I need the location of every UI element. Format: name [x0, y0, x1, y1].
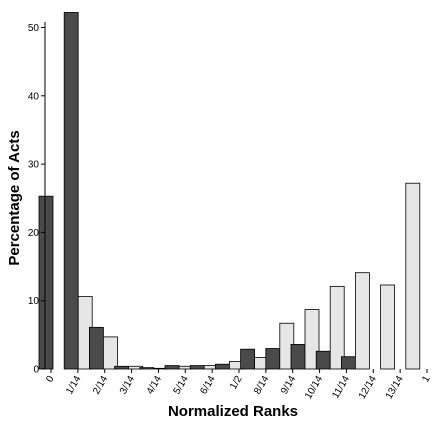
bar-s1-10	[290, 344, 306, 370]
bar-s2-11	[329, 285, 345, 370]
bar-s2-10	[304, 309, 320, 370]
x-tick-label-11: 11/14	[330, 374, 352, 401]
bar-s1-11	[315, 350, 331, 370]
y-tick-label-5: 50	[28, 23, 40, 34]
y-tick-label-2: 20	[28, 228, 40, 239]
bar-s2-2	[103, 336, 118, 370]
bar-s1-5	[164, 365, 180, 370]
bar-s1-7	[214, 363, 230, 370]
x-tick-label-5: 5/14	[172, 374, 191, 397]
bar-s2-13	[380, 284, 396, 370]
bar-s1-1	[63, 12, 79, 370]
x-tick-label-9: 9/14	[279, 374, 298, 397]
y-tick-label-4: 40	[28, 91, 40, 102]
x-tick-label-8: 8/14	[252, 374, 271, 397]
bars-group	[38, 12, 421, 370]
x-tick-label-13: 13/14	[384, 374, 406, 402]
x-tick-label-1: 1/14	[64, 374, 83, 397]
x-axis-title: Normalized Ranks	[168, 403, 298, 420]
bar-s2-12	[354, 272, 370, 370]
x-tick-label-12: 12/14	[357, 374, 379, 402]
x-tick-label-4: 4/14	[145, 374, 164, 397]
bar-s1-3	[114, 365, 129, 370]
x-tick-label-14: 1	[420, 374, 433, 385]
bar-s1-2	[89, 326, 104, 370]
bar-s1-6	[189, 365, 205, 370]
bar-s1-8	[240, 348, 256, 370]
bar-s1-0	[38, 195, 54, 370]
x-tick-label-2: 2/14	[91, 374, 110, 397]
y-tick-label-3: 30	[28, 160, 40, 171]
bar-s1-9	[265, 348, 281, 370]
x-tick-label-6: 6/14	[198, 374, 217, 397]
bar-s2-14	[405, 182, 421, 370]
x-tick-label-7: 1/2	[228, 374, 245, 392]
y-ticks-group: 0 10 20 30 40 50	[28, 23, 45, 376]
x-tick-label-10: 10/14	[303, 374, 325, 402]
y-tick-label-0: 0	[33, 365, 39, 376]
y-tick-label-1: 10	[28, 296, 40, 307]
x-ticks-group: 0 1/14 2/14 3/14 4/14 5/14 6/14 1/2 8/14 9/14 10/1…	[44, 369, 433, 401]
bar-s1-12	[340, 356, 356, 370]
x-tick-label-3: 3/14	[118, 374, 137, 397]
bar-s1-4	[139, 367, 155, 370]
x-tick-label-0: 0	[44, 374, 57, 385]
y-axis-title: Percentage of Acts	[6, 130, 23, 265]
